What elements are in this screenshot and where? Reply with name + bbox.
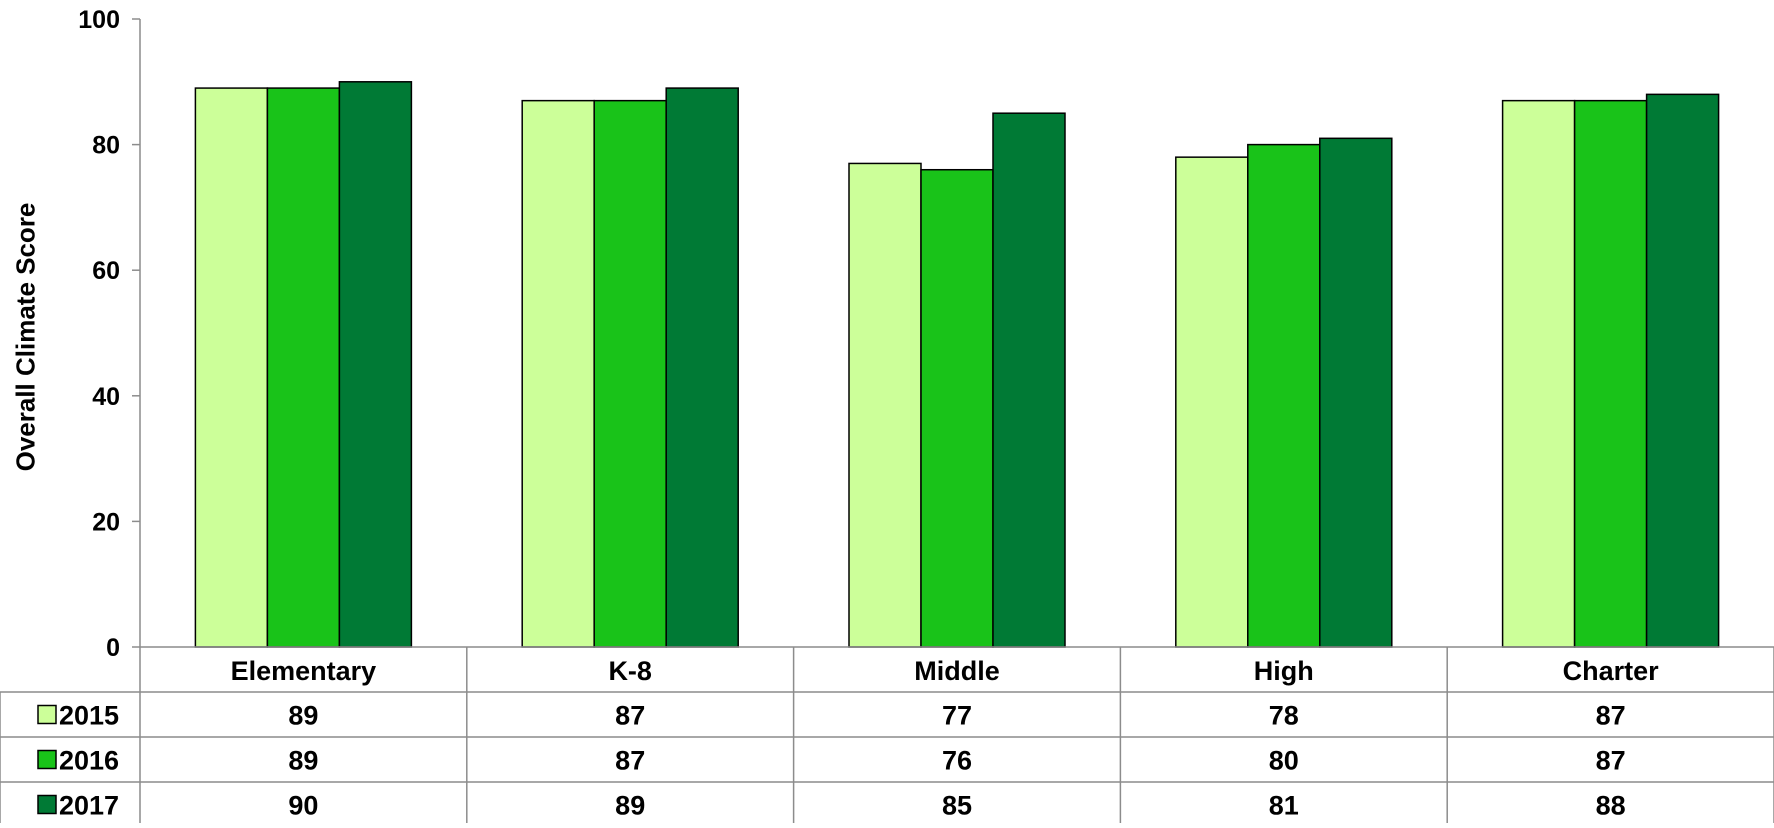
bar-high-2017 (1319, 137, 1393, 648)
data-label: 88 (1596, 791, 1626, 821)
y-axis-title: Overall Climate Score (10, 202, 41, 472)
legend-key-2017 (37, 794, 57, 815)
category-label: Charter (1563, 656, 1660, 686)
data-label: 87 (1596, 701, 1626, 731)
legend-label-2017: 2017 (59, 791, 119, 821)
data-label: 89 (615, 791, 645, 821)
bar-k-8-2015 (521, 99, 595, 648)
bar-middle-2015 (848, 162, 922, 648)
data-label: 78 (1269, 701, 1299, 731)
bar-high-2016 (1247, 143, 1321, 648)
category-label: Middle (914, 656, 1000, 686)
y-tick-label: 100 (78, 6, 120, 34)
y-tick-label: 0 (106, 634, 120, 662)
data-label: 81 (1269, 791, 1299, 821)
data-label: 80 (1269, 746, 1299, 776)
data-label: 87 (615, 746, 645, 776)
bar-charter-2016 (1573, 99, 1648, 648)
legend-key-2016 (37, 749, 57, 770)
legend-key-2015 (37, 704, 57, 725)
legend-label-2015: 2015 (59, 701, 119, 731)
y-tick-label: 40 (92, 383, 120, 411)
legend-label-2016: 2016 (59, 746, 119, 776)
bar-elementary-2017 (338, 81, 413, 648)
category-label: K-8 (608, 656, 652, 686)
bar-elementary-2016 (266, 87, 341, 648)
bar-k-8-2016 (593, 99, 667, 648)
category-label: High (1254, 656, 1314, 686)
bar-middle-2017 (992, 112, 1066, 648)
y-tick-label: 20 (92, 508, 120, 536)
bar-elementary-2015 (194, 87, 269, 648)
data-label: 77 (942, 701, 972, 731)
bar-high-2015 (1175, 156, 1249, 648)
bar-middle-2016 (920, 168, 994, 648)
y-tick-label: 80 (92, 132, 120, 160)
bar-charter-2017 (1645, 93, 1720, 648)
data-label: 87 (1596, 746, 1626, 776)
y-tick-label: 60 (92, 257, 120, 285)
bar-k-8-2017 (665, 87, 739, 648)
category-label: Elementary (231, 656, 377, 686)
data-label: 85 (942, 791, 972, 821)
data-label: 76 (942, 746, 972, 776)
data-label: 87 (615, 701, 645, 731)
data-label: 89 (288, 701, 318, 731)
data-label: 90 (288, 791, 318, 821)
bar-charter-2015 (1501, 99, 1576, 648)
data-label: 89 (288, 746, 318, 776)
